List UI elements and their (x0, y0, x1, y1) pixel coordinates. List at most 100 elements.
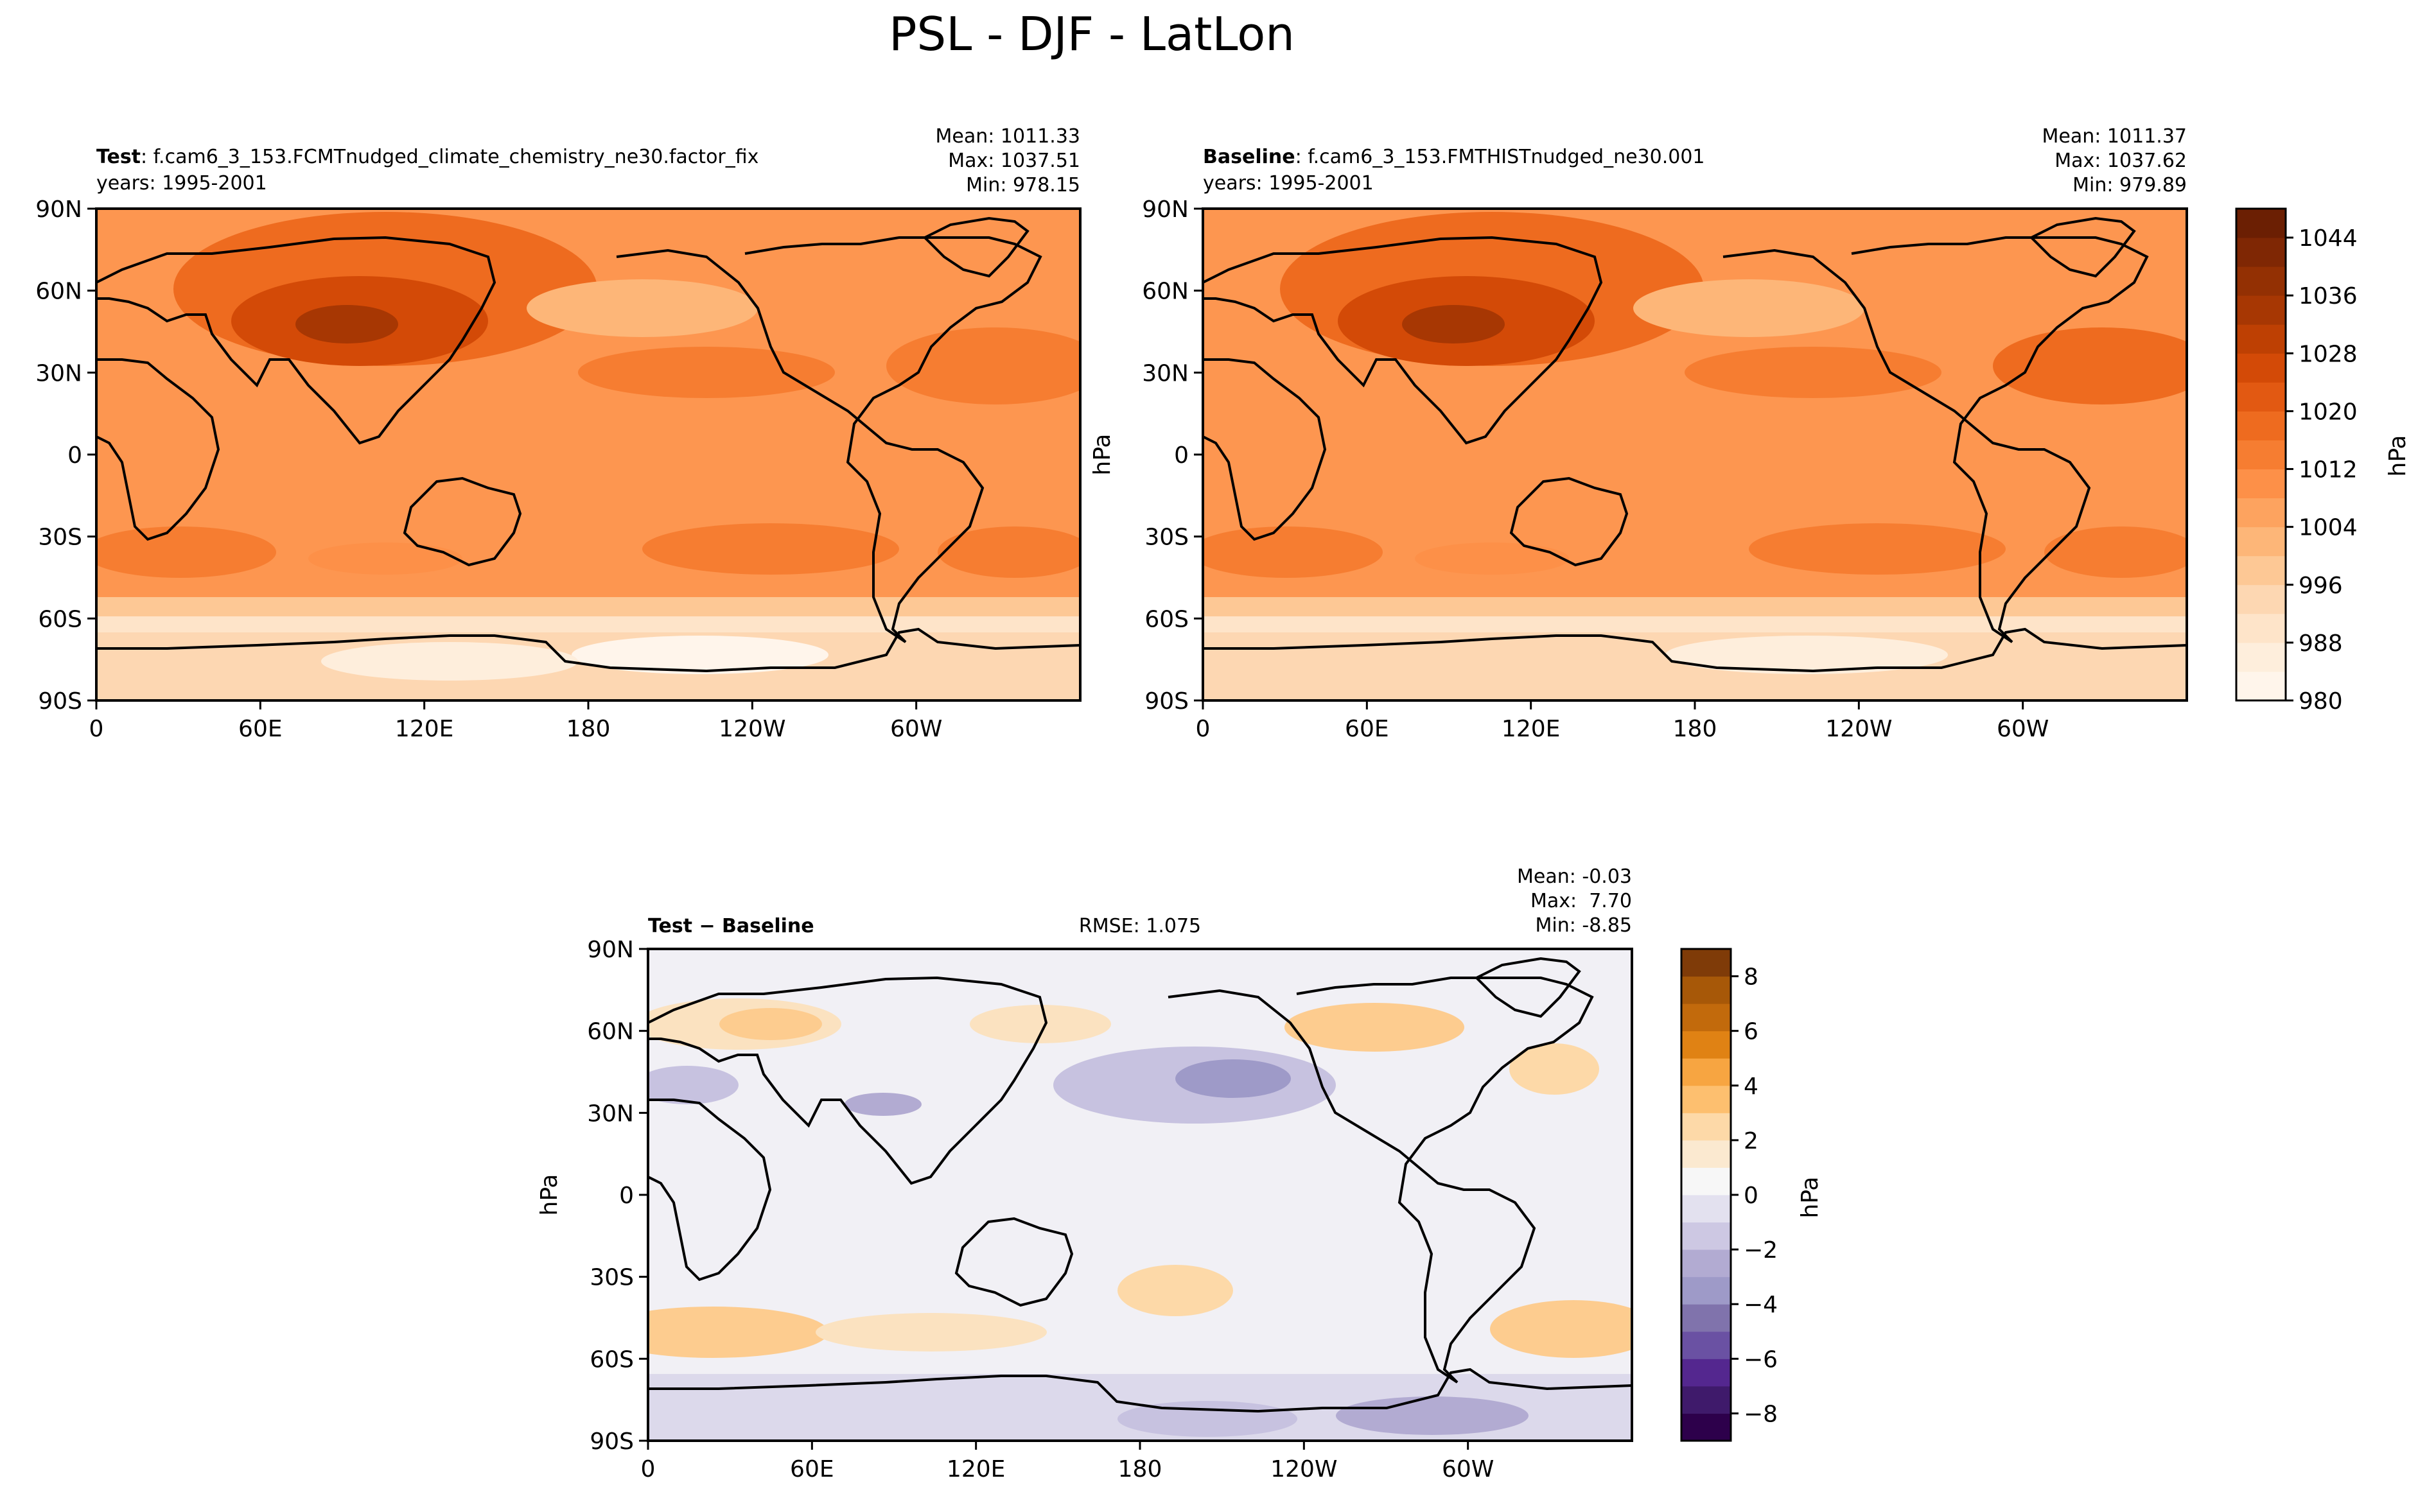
diff-coastline-greenland (1474, 957, 1581, 1018)
test-label-text: : f.cam6_3_153.FCMTnudged_climate_chemis… (141, 146, 758, 168)
test-field-blob (886, 327, 1080, 404)
diff-field-blob (816, 1313, 1047, 1351)
baseline-coastline-australia (1509, 476, 1629, 567)
baseline-label-bold: Baseline (1203, 146, 1295, 168)
test-axis-ticks: 0 60E 120E 180 120W 60W 90N 60N 30N 0 30S 60S 90S (35, 196, 942, 742)
baseline-y-tick-label: 30S (1144, 525, 1189, 551)
colorbar-bottom-segment (1681, 1085, 1731, 1113)
figure-title: PSL - DJF - LatLon (889, 7, 1295, 61)
baseline-stat-mean: Mean: 1011.37 (2042, 125, 2187, 148)
baseline-coastline-greenland (2029, 216, 2136, 278)
diff-field-blob (1284, 1003, 1464, 1052)
colorbar-bottom-tick-label: −8 (1744, 1401, 1778, 1427)
baseline-field-blob (1415, 543, 1569, 575)
baseline-axis-ticks: 0 60E 120E 180 120W 60W 90N 60N 30N 0 30S 60S 90S (1142, 196, 2049, 742)
baseline-field-blob (1665, 636, 1948, 674)
colorbar-bottom-segment (1681, 1113, 1731, 1141)
test-x-tick-label: 60W (890, 716, 942, 742)
svg-text:Test: f.cam6_3_153.FCMTnudged_: Test: f.cam6_3_153.FCMTnudged_climate_ch… (96, 146, 758, 168)
colorbar-bottom-segment (1681, 1058, 1731, 1086)
colorbar-top-segment (2236, 469, 2286, 499)
diff-x-tick-label: 120E (947, 1456, 1005, 1482)
test-label-bold: Test (96, 146, 141, 168)
test-coastline-americas (616, 236, 1042, 643)
colorbar-top-segment (2236, 555, 2286, 586)
baseline-x-tick-label: 60E (1345, 716, 1389, 742)
baseline-map-area (1203, 209, 2187, 700)
colorbar-top-segment (2236, 440, 2286, 470)
colorbar-top-segment (2236, 295, 2286, 325)
colorbar-top-segment (2236, 209, 2286, 238)
colorbar-top-segment (2236, 382, 2286, 412)
test-y-tick-label: 30N (35, 360, 82, 387)
test-y-tick-label: 60N (35, 279, 82, 305)
colorbar-top-segment (2236, 266, 2286, 296)
baseline-coastline-antarctica (1203, 627, 2187, 673)
test-x-tick-label: 120W (719, 716, 785, 742)
diff-stat-max: Max: 7.70 (1530, 890, 1632, 912)
baseline-y-tick-label: 0 (1174, 442, 1189, 469)
colorbar-bottom-tick-label: −2 (1744, 1237, 1778, 1264)
diff-coastline-africa (648, 1099, 772, 1282)
baseline-y-tick-label: 90N (1142, 196, 1189, 223)
colorbar-top-tick-label: 1044 (2299, 225, 2358, 252)
diff-label-bold: Test − Baseline (648, 915, 814, 937)
diff-coastline-americas (1168, 977, 1594, 1384)
colorbar-top-tick-label: 996 (2299, 573, 2343, 599)
diff-rmse: RMSE: 1.075 (1079, 915, 1201, 937)
diff-map-area (648, 949, 1632, 1441)
test-coastline-africa (96, 358, 220, 541)
baseline-field-blob (1993, 327, 2187, 404)
baseline-x-tick-label: 0 (1196, 716, 1211, 742)
colorbar-bottom-tick-label: 4 (1744, 1073, 1758, 1100)
colorbar-top-segment (2236, 671, 2286, 701)
test-x-tick-label: 120E (395, 716, 453, 742)
baseline-field-blob (1749, 523, 2006, 575)
baseline-x-tick-label: 120W (1825, 716, 1892, 742)
colorbar-top-segment (2236, 584, 2286, 614)
colorbar-bottom-segment (1681, 1249, 1731, 1278)
colorbar-top-segment (2236, 353, 2286, 383)
diff-x-tick-label: 120W (1270, 1456, 1337, 1482)
diff-y-tick-label: 30S (590, 1265, 634, 1291)
baseline-y-tick-label: 90S (1144, 688, 1189, 715)
colorbar-bottom-segment (1681, 1331, 1731, 1359)
baseline-field-band (1203, 597, 2187, 616)
baseline-y-tick-label: 60S (1144, 606, 1189, 632)
diff-field-blob (1490, 1300, 1632, 1358)
colorbar-bottom-segment (1681, 1222, 1731, 1250)
diff-stat-min: Min: -8.85 (1536, 914, 1633, 937)
diff-y-tick-label: 0 (619, 1183, 634, 1209)
baseline-field-band (1203, 616, 2187, 632)
colorbar-top-segment (2236, 526, 2286, 557)
colorbar-bottom: −8 −6 −4 −2 0 2 4 6 8 (1680, 948, 1778, 1442)
baseline-x-tick-label: 60W (1997, 716, 2049, 742)
colorbar-bottom-tick-label: −6 (1744, 1346, 1778, 1373)
diff-field-blob (845, 1093, 922, 1116)
test-field-band (96, 597, 1080, 616)
diff-x-tick-label: 60E (790, 1456, 834, 1482)
diff-field-blob (1509, 1043, 1599, 1095)
diff-y-tick-label: 90S (590, 1429, 634, 1455)
diff-coastline-eurasia (648, 976, 1048, 1185)
test-field-blob (572, 636, 828, 674)
baseline-y-tick-label: 60N (1142, 279, 1189, 305)
baseline-y-tick-label: 30N (1142, 360, 1189, 387)
test-stat-max: Max: 1037.51 (948, 150, 1080, 172)
diff-stat-mean: Mean: -0.03 (1517, 865, 1632, 888)
baseline-years: years: 1995-2001 (1203, 172, 1374, 195)
colorbar-bottom-segment (1681, 1140, 1731, 1168)
colorbar-bottom-tick-label: 0 (1744, 1183, 1758, 1209)
test-panel: Test: f.cam6_3_153.FCMTnudged_climate_ch… (35, 125, 1082, 742)
test-field-blob (527, 279, 758, 337)
baseline-field-blob (1203, 526, 1383, 578)
colorbar-top-tick-label: 1012 (2299, 457, 2358, 483)
diff-coastline-antarctica (648, 1368, 1632, 1413)
test-y-tick-label: 0 (67, 442, 82, 469)
test-coastline-australia (403, 476, 522, 567)
test-field-band (96, 632, 1080, 700)
test-field-blob (308, 543, 462, 575)
test-field-blob (321, 642, 578, 681)
test-y-tick-label: 90N (35, 196, 82, 223)
colorbar-bottom-tick-label: 8 (1744, 964, 1758, 991)
